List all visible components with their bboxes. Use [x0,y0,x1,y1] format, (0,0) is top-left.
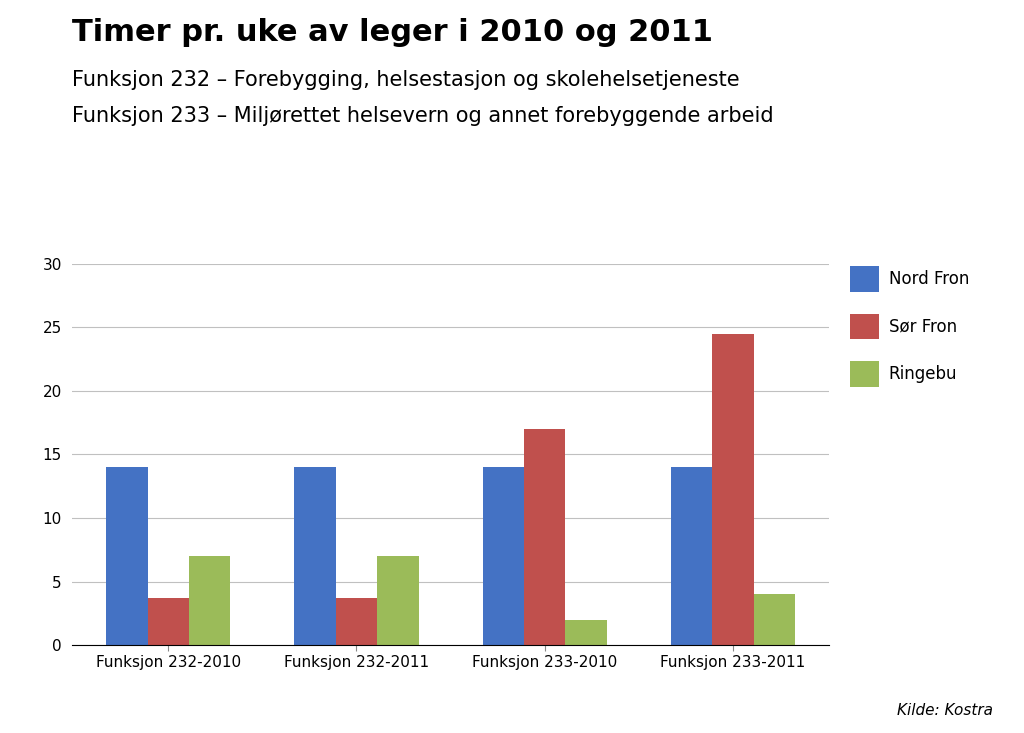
Bar [671,467,712,645]
Bar [482,467,524,645]
Bar [147,598,189,645]
Bar [294,467,336,645]
Text: Nord Fron: Nord Fron [889,270,969,287]
Text: Timer pr. uke av leger i 2010 og 2011: Timer pr. uke av leger i 2010 og 2011 [72,18,713,48]
Bar [189,556,230,645]
Bar [565,619,607,645]
Text: Ringebu: Ringebu [889,365,957,383]
Text: Funksjon 233 – Miljørettet helsevern og annet forebyggende arbeid: Funksjon 233 – Miljørettet helsevern og … [72,106,773,126]
Bar [336,598,377,645]
Bar [524,429,565,645]
Bar [106,467,147,645]
Bar [754,594,795,645]
Text: Kilde: Kostra: Kilde: Kostra [897,704,993,718]
Bar [377,556,419,645]
Text: Sør Fron: Sør Fron [889,317,957,335]
Bar [712,334,754,645]
Text: Funksjon 232 – Forebygging, helsestasjon og skolehelsetjeneste: Funksjon 232 – Forebygging, helsestasjon… [72,70,739,89]
